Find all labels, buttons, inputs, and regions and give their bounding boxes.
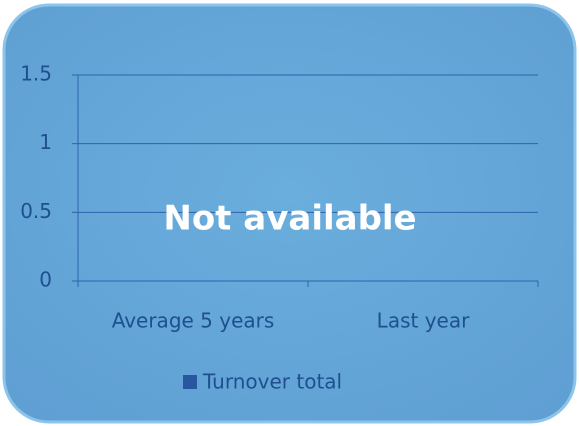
y-tick-label: 1.5 — [20, 62, 52, 86]
y-tick-label: 0 — [39, 268, 52, 292]
plot-area: 0 0.5 1 1.5 Average 5 years Last year Turnover… — [20, 62, 539, 394]
annotation: Not available — [163, 199, 416, 239]
y-tick-label: 1 — [39, 130, 52, 154]
x-tick-label: Last year — [377, 309, 470, 333]
legend-swatch — [183, 375, 197, 389]
chart-background — [2, 3, 577, 424]
legend: Turnover total — [183, 370, 342, 394]
y-tick-label: 0.5 — [20, 199, 52, 223]
legend-label: Turnover total — [202, 370, 342, 394]
x-tick-label: Average 5 years — [112, 309, 275, 333]
